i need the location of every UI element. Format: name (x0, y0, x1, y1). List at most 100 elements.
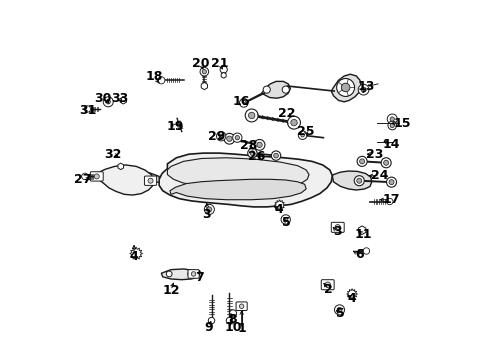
Text: 27: 27 (74, 173, 91, 186)
Circle shape (239, 304, 244, 309)
Circle shape (334, 225, 340, 230)
Polygon shape (346, 289, 357, 300)
Circle shape (206, 207, 211, 212)
Circle shape (256, 142, 262, 148)
Polygon shape (159, 153, 332, 207)
Text: 13: 13 (357, 80, 374, 93)
Circle shape (356, 156, 366, 166)
Circle shape (229, 310, 236, 317)
Circle shape (298, 131, 306, 139)
FancyBboxPatch shape (90, 172, 103, 181)
Polygon shape (358, 226, 365, 234)
Text: 12: 12 (162, 284, 180, 297)
Circle shape (263, 86, 270, 93)
Circle shape (94, 174, 99, 179)
Text: 4: 4 (274, 203, 283, 216)
Text: 4: 4 (129, 249, 138, 262)
Text: 2: 2 (324, 283, 332, 296)
Circle shape (202, 69, 206, 74)
Text: 20: 20 (192, 57, 209, 70)
Polygon shape (330, 74, 360, 102)
Circle shape (383, 160, 388, 165)
Circle shape (356, 178, 361, 183)
Text: 32: 32 (103, 148, 121, 161)
Polygon shape (274, 200, 285, 211)
Text: 5: 5 (282, 216, 290, 229)
Circle shape (216, 132, 225, 141)
Circle shape (208, 318, 214, 324)
Circle shape (389, 123, 394, 128)
Polygon shape (167, 158, 308, 190)
Text: 9: 9 (204, 320, 212, 333)
Polygon shape (332, 171, 371, 190)
Circle shape (336, 78, 354, 96)
Circle shape (204, 204, 214, 215)
Circle shape (353, 176, 364, 186)
Circle shape (239, 99, 247, 107)
Text: 15: 15 (393, 117, 410, 130)
Circle shape (386, 114, 396, 124)
Circle shape (247, 148, 257, 158)
Text: 24: 24 (370, 169, 388, 182)
Text: 5: 5 (336, 307, 344, 320)
Circle shape (387, 121, 396, 130)
Circle shape (248, 112, 254, 119)
Circle shape (244, 109, 258, 122)
Circle shape (283, 217, 287, 222)
Text: 11: 11 (354, 228, 371, 241)
Circle shape (281, 215, 290, 224)
Text: 14: 14 (382, 138, 400, 151)
Text: 7: 7 (195, 271, 203, 284)
FancyBboxPatch shape (144, 176, 156, 185)
Circle shape (273, 153, 278, 158)
Text: 26: 26 (248, 150, 265, 163)
Text: 21: 21 (211, 57, 228, 70)
Text: 16: 16 (232, 95, 250, 108)
Polygon shape (169, 179, 305, 200)
Polygon shape (221, 72, 226, 78)
Circle shape (287, 116, 300, 129)
Polygon shape (94, 165, 154, 195)
Text: 6: 6 (354, 248, 363, 261)
Circle shape (148, 178, 153, 183)
Text: 22: 22 (278, 107, 295, 120)
Circle shape (220, 66, 227, 73)
Circle shape (386, 198, 392, 205)
Circle shape (226, 136, 232, 141)
Circle shape (84, 106, 90, 112)
Circle shape (158, 77, 164, 84)
Text: 23: 23 (365, 148, 382, 161)
Polygon shape (261, 81, 290, 98)
Circle shape (336, 307, 341, 312)
Circle shape (254, 139, 264, 150)
Text: 3: 3 (202, 208, 211, 221)
Circle shape (235, 135, 239, 140)
Circle shape (389, 117, 394, 121)
Polygon shape (120, 97, 126, 104)
Circle shape (290, 120, 297, 126)
Circle shape (360, 87, 366, 92)
Circle shape (359, 159, 364, 164)
Circle shape (324, 282, 330, 288)
Text: 3: 3 (333, 225, 341, 238)
Circle shape (191, 272, 195, 276)
Polygon shape (118, 163, 123, 170)
Circle shape (226, 318, 232, 324)
Circle shape (200, 67, 208, 76)
Text: 1: 1 (237, 322, 245, 335)
FancyBboxPatch shape (236, 302, 247, 311)
Text: 30: 30 (94, 92, 111, 105)
Circle shape (106, 100, 110, 104)
Text: 25: 25 (297, 125, 314, 138)
Circle shape (219, 134, 223, 138)
Polygon shape (129, 247, 142, 260)
Circle shape (380, 158, 390, 168)
FancyBboxPatch shape (187, 270, 199, 278)
Circle shape (271, 151, 280, 160)
FancyBboxPatch shape (330, 222, 344, 232)
Circle shape (103, 97, 113, 107)
Circle shape (187, 271, 193, 277)
Text: 19: 19 (166, 121, 184, 134)
Circle shape (81, 173, 88, 180)
Circle shape (357, 84, 368, 95)
